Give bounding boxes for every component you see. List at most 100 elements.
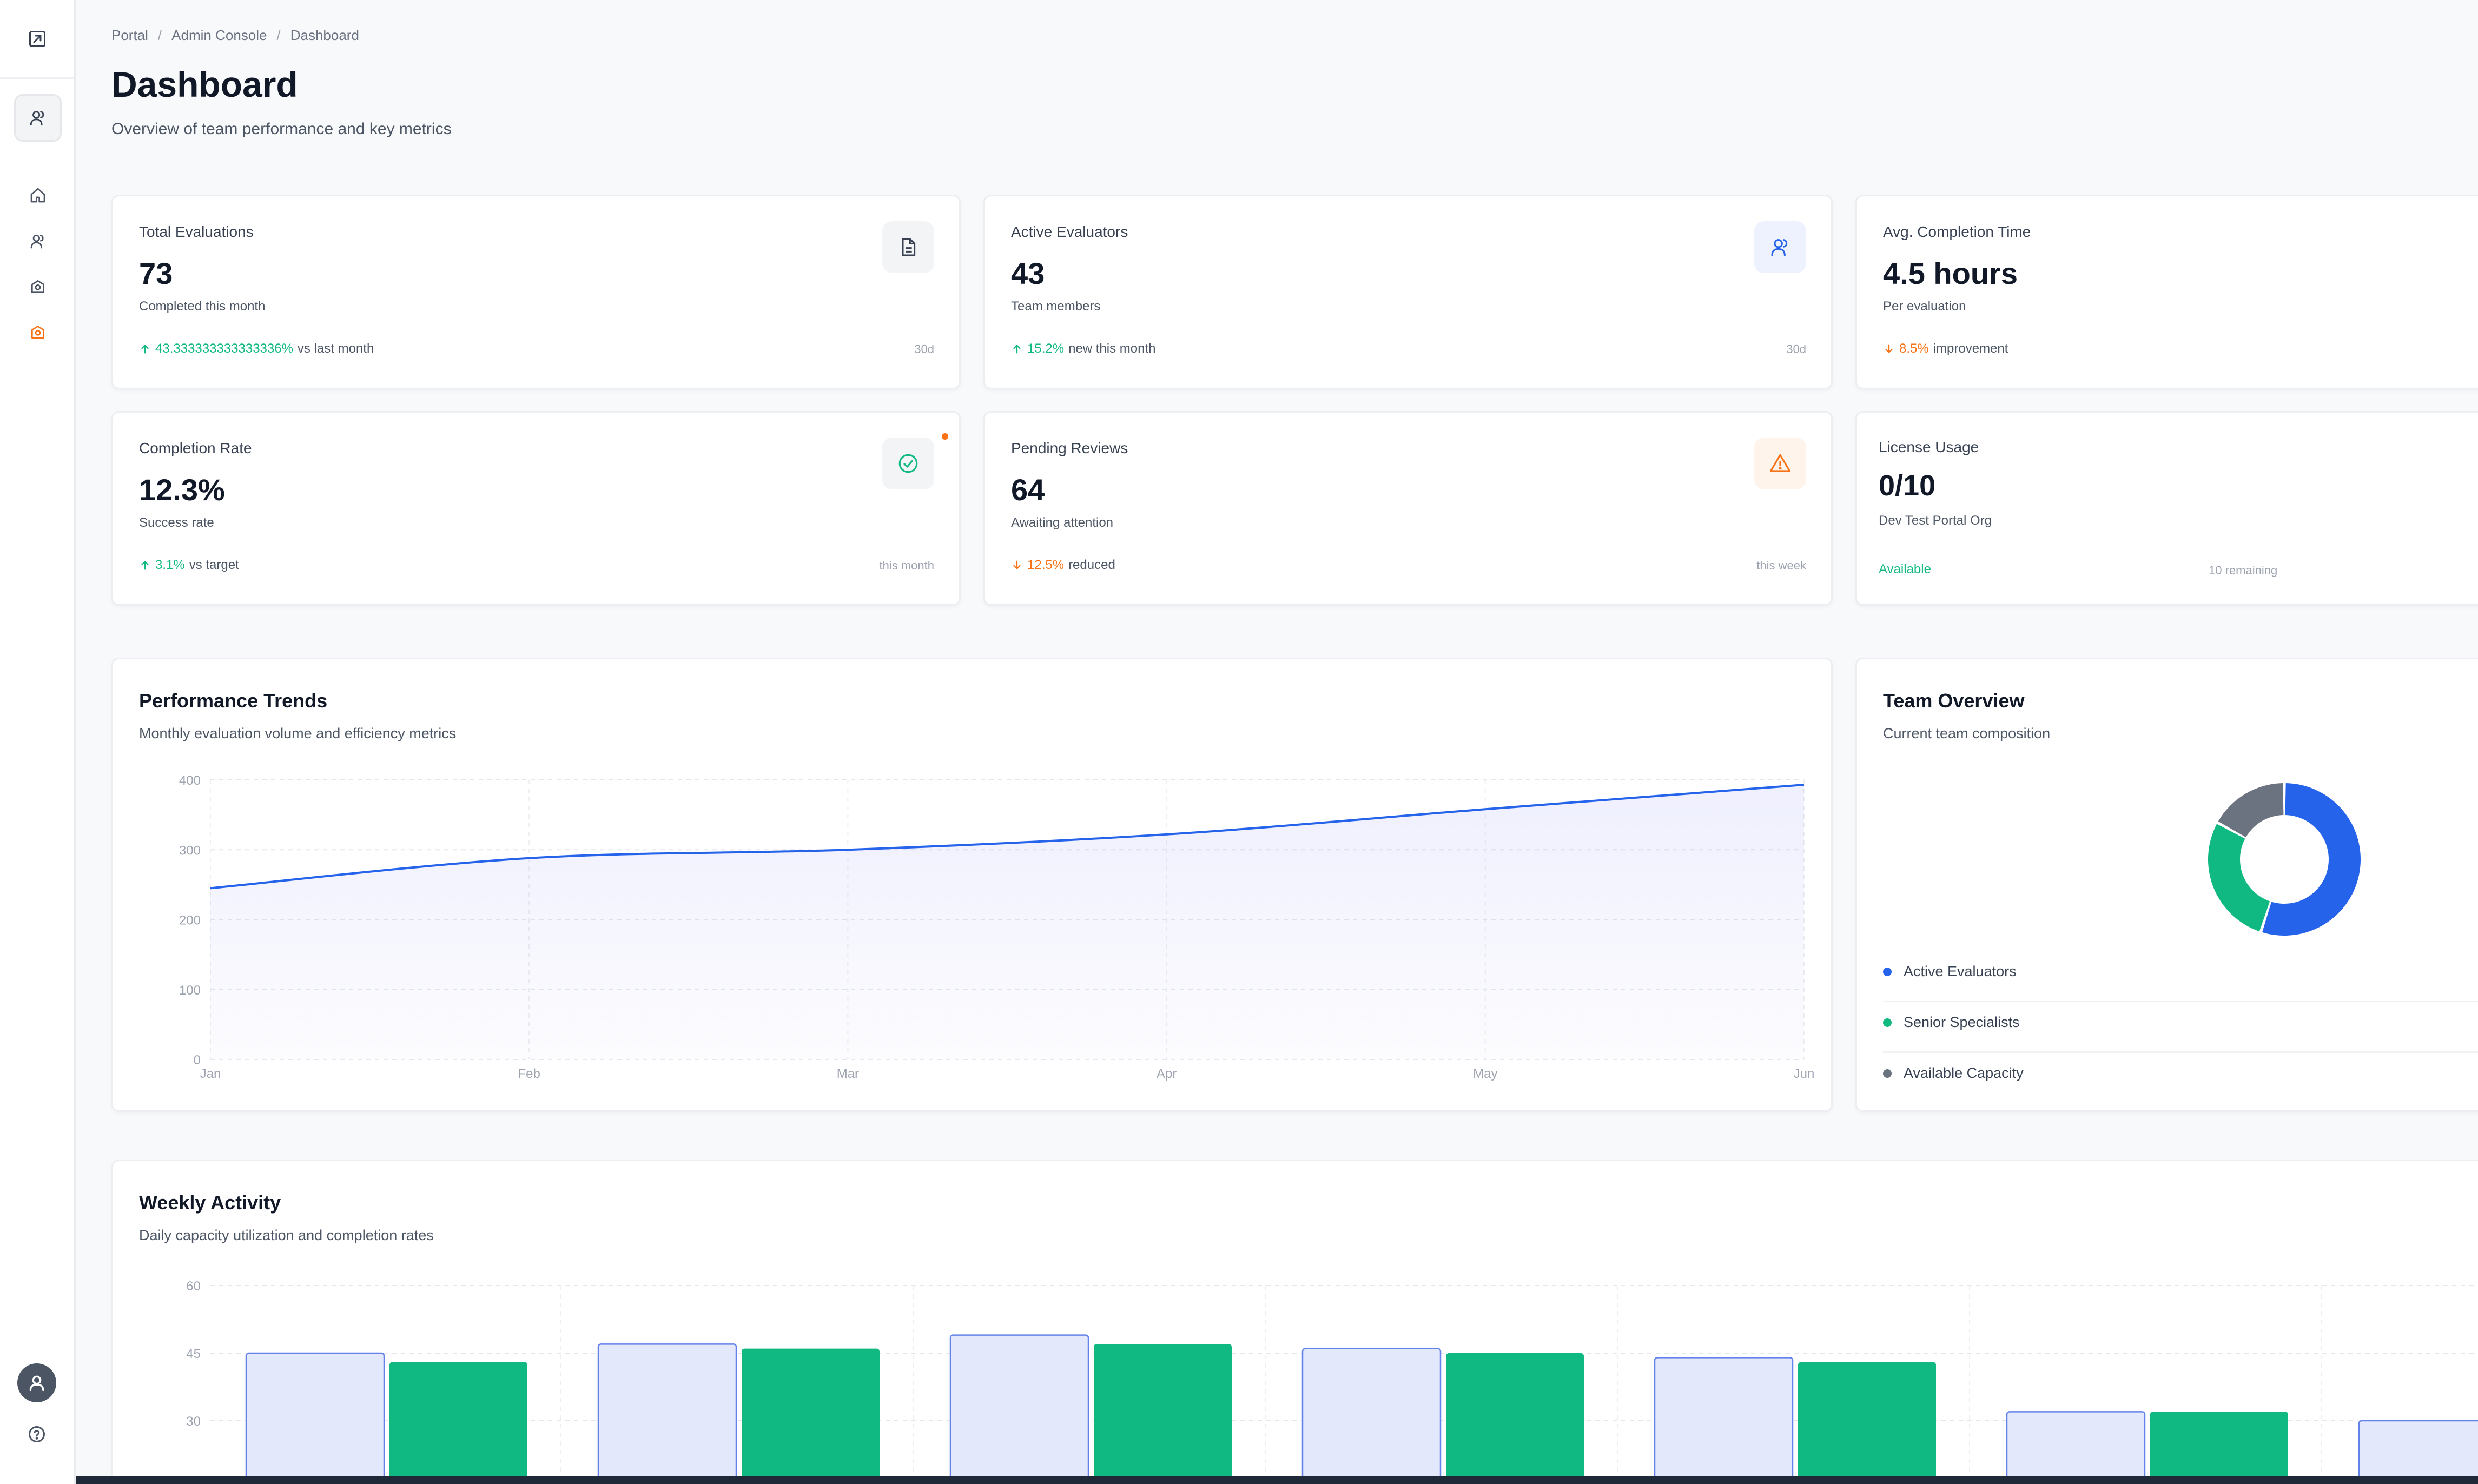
help-icon xyxy=(29,1426,45,1442)
stat-card-active-evaluators: Active Evaluators 43 Team members 15.2% … xyxy=(983,195,1833,389)
x-tick-label: Jun xyxy=(1794,1066,1815,1081)
stat-icon-box xyxy=(882,438,934,489)
bar-capacity xyxy=(2358,1420,2478,1484)
x-tick-label: Mar xyxy=(837,1066,859,1081)
arrow-up-icon xyxy=(1013,344,1021,354)
stat-icon-box xyxy=(1754,438,1806,489)
stat-icon-box xyxy=(882,221,934,273)
card-subtitle: Daily capacity utilization and completio… xyxy=(139,1227,434,1243)
bar-completion xyxy=(389,1362,527,1484)
user-avatar[interactable] xyxy=(17,1363,56,1402)
card-subtitle: Monthly evaluation volume and efficiency… xyxy=(139,725,457,741)
weekly-activity-card: Weekly Activity Daily capacity utilizati… xyxy=(111,1160,2478,1484)
nav-admin[interactable] xyxy=(22,316,54,348)
legend-dot xyxy=(1883,1018,1892,1027)
license-remaining: 10 remaining xyxy=(2209,564,2278,577)
stat-period: this month xyxy=(879,559,935,572)
bar-capacity xyxy=(1654,1357,1794,1484)
bar-completion xyxy=(1094,1344,1232,1484)
y-tick-label: 100 xyxy=(179,983,201,998)
stat-label: Avg. Completion Time xyxy=(1883,223,2031,240)
stat-change-text: new this month xyxy=(1068,341,1156,356)
check-circle-icon xyxy=(898,454,918,473)
bar-completion xyxy=(742,1348,880,1484)
stat-change-text: reduced xyxy=(1068,558,1115,572)
card-title: Team Overview xyxy=(1883,690,2025,712)
series-line xyxy=(210,784,1805,890)
stat-change: 12.5% reduced xyxy=(1011,558,1115,573)
stat-description: Completed this month xyxy=(139,299,266,314)
series-area xyxy=(210,785,1804,1059)
divider xyxy=(1883,1051,2478,1053)
stat-change-text: vs target xyxy=(189,558,239,572)
stat-label: Total Evaluations xyxy=(139,223,254,240)
x-tick-label: May xyxy=(1473,1066,1497,1081)
stat-card-avg-completion-time: Avg. Completion Time 4.5 hours Per evalu… xyxy=(1855,195,2478,389)
donut-slice xyxy=(2218,783,2284,838)
warning-icon xyxy=(1769,454,1791,472)
nav-evaluations[interactable] xyxy=(22,270,54,303)
y-tick-label: 30 xyxy=(186,1414,201,1429)
team-icon xyxy=(30,235,44,249)
stat-card-completion-rate: Completion Rate 12.3% Success rate 3.1% … xyxy=(111,411,961,606)
breadcrumb-dashboard: Dashboard xyxy=(290,27,359,43)
stat-change-text: improvement xyxy=(1933,341,2008,356)
stat-description: Awaiting attention xyxy=(1011,515,1114,530)
stat-change: 15.2% new this month xyxy=(1011,341,1155,356)
nav-team[interactable] xyxy=(22,225,54,257)
donut-slice xyxy=(2262,783,2361,936)
notification-dot xyxy=(942,433,948,440)
y-tick-label: 60 xyxy=(186,1279,201,1294)
card-title: Performance Trends xyxy=(139,690,328,712)
stat-change-value: 12.5% xyxy=(1027,558,1065,572)
stat-value: 64 xyxy=(1011,473,1045,507)
admin-icon xyxy=(31,326,44,339)
bar-capacity xyxy=(245,1352,385,1484)
stat-period: this week xyxy=(1756,559,1806,572)
stat-change: 8.5% improvement xyxy=(1883,341,2008,356)
stat-change-text: vs last month xyxy=(297,341,374,356)
license-org: Dev Test Portal Org xyxy=(1879,513,1992,528)
breadcrumb-separator: / xyxy=(276,27,281,43)
legend-dot xyxy=(1883,967,1892,976)
license-value: 0/10 xyxy=(1879,469,1936,502)
weekly-activity-chart: 15304560 xyxy=(186,1279,2478,1484)
stat-change-value: 3.1% xyxy=(155,558,185,572)
y-tick-label: 200 xyxy=(179,913,201,928)
stat-value: 43 xyxy=(1011,256,1045,290)
license-status: Available xyxy=(1879,562,1931,577)
stat-label: Pending Reviews xyxy=(1011,440,1128,456)
nav-home[interactable] xyxy=(22,179,54,211)
card-title: Weekly Activity xyxy=(139,1191,281,1214)
bar-completion xyxy=(2150,1412,2288,1484)
license-usage-card: License Usage 0/10 Dev Test Portal Org A… xyxy=(1855,411,2478,606)
bar-completion xyxy=(1798,1362,1936,1484)
expand-sidebar-button[interactable] xyxy=(21,23,54,55)
y-tick-label: 300 xyxy=(179,843,201,858)
arrow-up-icon xyxy=(141,344,149,354)
main-content: Portal / Admin Console / Dashboard Dashb… xyxy=(76,0,2478,1484)
stat-value: 12.3% xyxy=(139,473,225,507)
org-switcher-button[interactable] xyxy=(14,94,62,142)
stat-description: Success rate xyxy=(139,515,214,530)
stat-card-pending-reviews: Pending Reviews 64 Awaiting attention 12… xyxy=(983,411,1833,606)
stat-value: 73 xyxy=(139,256,173,290)
legend-label: Senior Specialists xyxy=(1904,1014,2020,1030)
stat-value: 4.5 hours xyxy=(1883,256,2018,290)
legend-item-senior-specialists: Senior Specialists xyxy=(1883,1014,2020,1031)
arrow-down-icon xyxy=(1013,560,1021,570)
performance-trends-card: Performance Trends Monthly evaluation vo… xyxy=(111,658,1833,1112)
expand-icon xyxy=(29,30,45,47)
legend-item-available-capacity: Available Capacity xyxy=(1883,1065,2024,1082)
help-button[interactable] xyxy=(17,1415,56,1454)
license-label: License Usage xyxy=(1879,439,1979,455)
divider xyxy=(1883,1001,2478,1002)
window-bottom-edge xyxy=(76,1476,2478,1484)
arrow-down-icon xyxy=(1885,344,1893,354)
breadcrumb-separator: / xyxy=(157,27,162,43)
page-title: Dashboard xyxy=(111,64,298,104)
users-icon xyxy=(1771,239,1788,256)
page-subtitle: Overview of team performance and key met… xyxy=(111,120,452,138)
breadcrumb-admin-console[interactable]: Admin Console xyxy=(171,27,267,43)
breadcrumb-portal[interactable]: Portal xyxy=(111,27,148,43)
